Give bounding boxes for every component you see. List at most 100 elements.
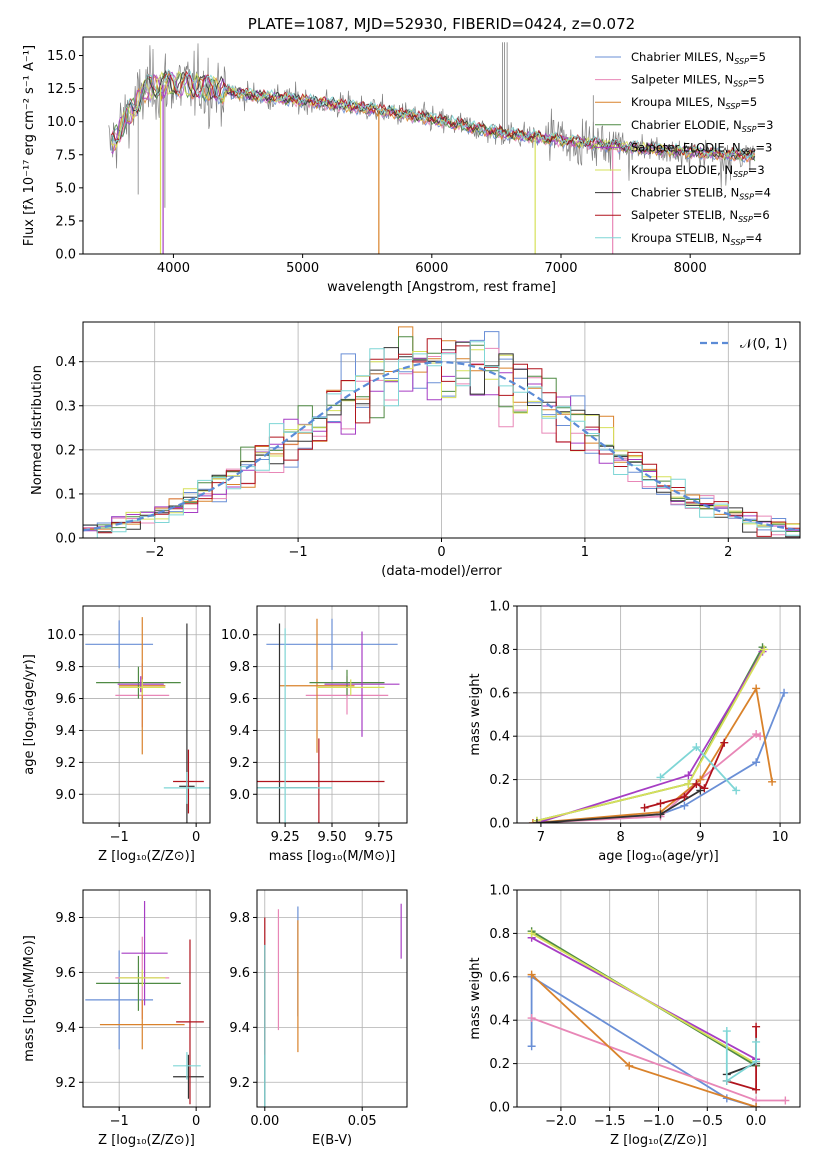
y-tick-label: 9.8 (55, 660, 76, 675)
x-tick-label: 0 (437, 545, 445, 560)
series-marker (722, 1027, 731, 1036)
series-marker (680, 801, 689, 810)
x-axis-label: (data-model)/error (381, 564, 502, 579)
x-axis-label: wavelength [Angstrom, rest frame] (327, 280, 556, 295)
series-marker (752, 758, 761, 767)
x-tick-label: −1 (110, 1114, 129, 1129)
y-tick-label: 9.0 (55, 788, 76, 803)
series-marker (752, 1057, 761, 1066)
y-tick-label: 9.8 (229, 660, 250, 675)
series-marker (527, 1014, 536, 1023)
series-marker (680, 792, 689, 801)
y-axis-label: age [log₁₀(age/yr)] (22, 654, 37, 775)
series-marker (780, 688, 789, 697)
legend-label: Salpeter STELIB, NSSP=6 (631, 208, 770, 224)
y-tick-label: 15.0 (47, 49, 76, 64)
y-tick-label: 5.0 (55, 181, 76, 196)
y-tick-label: 0.2 (55, 443, 76, 458)
x-tick-label: −2 (145, 545, 164, 560)
series-marker (532, 819, 541, 823)
series-marker (720, 738, 729, 747)
y-tick-label: 12.5 (47, 82, 76, 97)
chart-massweight-vs-Z: −2.0 −1.5 −1.0 −0.5 0.0 0.0 0.2 0.4 0.6 0.8 1.0 Z [… (468, 884, 801, 1148)
x-tick-label: 10 (772, 830, 789, 845)
x-tick-label: 8000 (674, 261, 707, 276)
plot-area (528, 643, 789, 823)
legend-label: Kroupa STELIB, NSSP=4 (631, 231, 762, 247)
y-tick-label: 9.2 (55, 1076, 76, 1091)
y-tick-label: 0.0 (489, 1101, 510, 1116)
x-tick-label: 2 (724, 545, 732, 560)
y-tick-label: 9.6 (229, 692, 250, 707)
series-marker (760, 645, 769, 654)
x-axis-label: age [log₁₀(age/yr)] (598, 849, 719, 864)
x-tick-label: 6000 (415, 261, 448, 276)
y-tick-label: 0.2 (489, 1057, 510, 1072)
legend-label: Kroupa ELODIE, NSSP=3 (631, 163, 765, 179)
model-spectrum (111, 69, 756, 160)
y-tick-label: 10.0 (47, 628, 76, 643)
series-marker (752, 684, 761, 693)
y-axis-label: mass weight (468, 673, 483, 755)
x-tick-label: 4000 (157, 261, 190, 276)
y-tick-label: 0.0 (55, 248, 76, 263)
plot-area (257, 618, 400, 823)
series-line (726, 1026, 757, 1091)
y-axis-label: Normed distribution (30, 365, 45, 495)
y-tick-label: 9.4 (55, 1021, 76, 1036)
plot-area (527, 927, 790, 1107)
x-tick-label: 9.50 (318, 830, 347, 845)
chart-residuals: 𝒩(0, 1) −2 −1 0 1 2 0.0 0.1 0.2 0.3 0.4 (data-model… (30, 321, 801, 579)
series-line (644, 742, 726, 809)
chart-age-vs-Z: −1 0 9.0 9.2 9.4 9.6 9.8 10.0 Z [log₁₀(Z/Z⊙)] age… (22, 605, 211, 864)
y-tick-label: 0.2 (489, 773, 510, 788)
series-marker (656, 773, 665, 782)
x-tick-label: −1 (110, 830, 129, 845)
series-marker (527, 970, 536, 979)
y-tick-label: 1.0 (489, 884, 510, 899)
plot-area (83, 326, 800, 538)
y-tick-label: 1.0 (489, 600, 510, 615)
x-tick-label: −0.5 (692, 1114, 724, 1129)
x-tick-label: 9.75 (364, 830, 393, 845)
plot-area (85, 900, 204, 1105)
x-tick-label: 5000 (286, 261, 319, 276)
series-marker (781, 1096, 790, 1105)
y-axis-label: Flux [fλ 10⁻¹⁷ erg cm⁻² s⁻¹ A⁻¹] (22, 45, 37, 246)
y-tick-label: 10.0 (47, 115, 76, 130)
x-tick-label: 0 (192, 830, 200, 845)
y-tick-label: 9.6 (55, 692, 76, 707)
y-tick-label: 9.2 (229, 756, 250, 771)
y-tick-label: 7.5 (55, 148, 76, 163)
series-marker (756, 732, 765, 741)
x-axis-label: Z [log₁₀(Z/Z⊙)] (98, 849, 195, 864)
plot-frame (82, 605, 211, 824)
series-marker (752, 1085, 761, 1094)
series-marker (696, 775, 705, 784)
series-marker (692, 779, 701, 788)
y-tick-label: 9.4 (229, 1021, 250, 1036)
x-tick-label: −1 (289, 545, 308, 560)
series-marker (656, 810, 665, 819)
series-marker (752, 1037, 761, 1046)
series-marker (752, 1103, 761, 1107)
y-tick-label: 9.6 (55, 966, 76, 981)
x-tick-label: 0.0 (746, 1114, 767, 1129)
series-line (536, 648, 765, 822)
y-axis-label: mass weight (468, 957, 483, 1039)
y-tick-label: 9.4 (229, 724, 250, 739)
y-tick-label: 0.3 (55, 399, 76, 414)
x-tick-label: 1 (581, 545, 589, 560)
y-tick-label: 0.8 (489, 927, 510, 942)
chart-mass-vs-EBV: 0.00 0.05 9.2 9.4 9.6 9.8 E(B-V) (229, 889, 408, 1148)
y-tick-label: 9.2 (229, 1076, 250, 1091)
chart-massweight-vs-age: 7 8 9 10 0.0 0.2 0.4 0.6 0.8 1.0 age [log₁₀(age/yr… (468, 600, 801, 864)
chart-age-vs-mass: 9.25 9.50 9.75 9.0 9.2 9.4 9.6 9.8 10.0 mass [log… (221, 605, 408, 864)
x-tick-label: 0.00 (250, 1114, 279, 1129)
residual-histogram (83, 341, 800, 538)
y-tick-label: 0.0 (489, 817, 510, 832)
plot-area (85, 617, 210, 823)
y-tick-label: 9.6 (229, 966, 250, 981)
plot-frame (82, 889, 211, 1108)
